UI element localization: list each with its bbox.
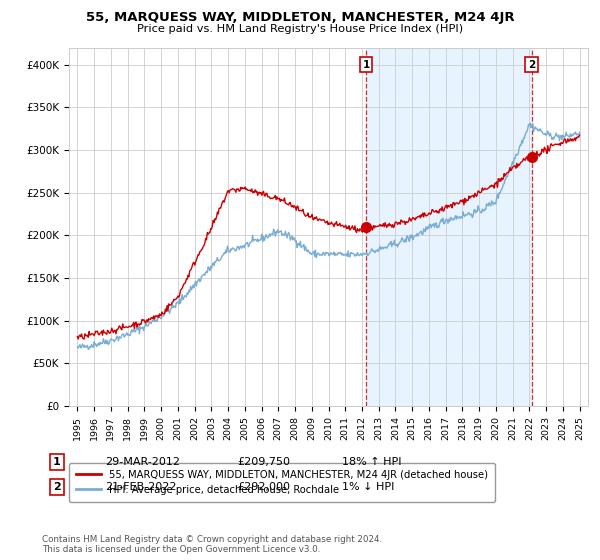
Text: 2: 2 <box>528 60 535 69</box>
Text: Price paid vs. HM Land Registry's House Price Index (HPI): Price paid vs. HM Land Registry's House … <box>137 24 463 34</box>
Text: Contains HM Land Registry data © Crown copyright and database right 2024.
This d: Contains HM Land Registry data © Crown c… <box>42 535 382 554</box>
Text: 2: 2 <box>53 482 61 492</box>
Text: £292,000: £292,000 <box>237 482 290 492</box>
Bar <box>366 48 532 406</box>
Text: 29-MAR-2012: 29-MAR-2012 <box>105 457 180 467</box>
Text: 55, MARQUESS WAY, MIDDLETON, MANCHESTER, M24 4JR: 55, MARQUESS WAY, MIDDLETON, MANCHESTER,… <box>86 11 514 24</box>
Text: £209,750: £209,750 <box>237 457 290 467</box>
Text: 18% ↑ HPI: 18% ↑ HPI <box>342 457 401 467</box>
Text: 1: 1 <box>362 60 370 69</box>
Legend: 55, MARQUESS WAY, MIDDLETON, MANCHESTER, M24 4JR (detached house), HPI: Average : 55, MARQUESS WAY, MIDDLETON, MANCHESTER,… <box>69 463 495 502</box>
Text: 1: 1 <box>53 457 61 467</box>
Text: 1% ↓ HPI: 1% ↓ HPI <box>342 482 394 492</box>
Text: 21-FEB-2022: 21-FEB-2022 <box>105 482 176 492</box>
